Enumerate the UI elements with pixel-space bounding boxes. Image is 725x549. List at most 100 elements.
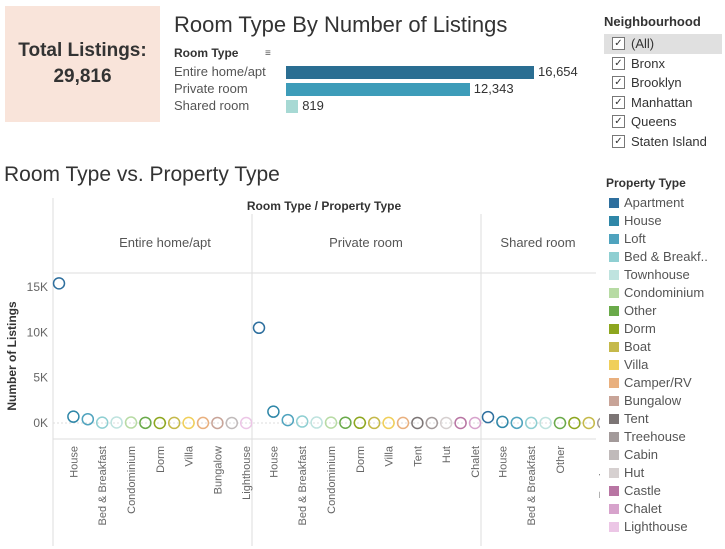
legend-swatch <box>609 468 619 478</box>
legend-label: Loft <box>624 231 646 246</box>
x-tick-label: House <box>268 446 280 478</box>
scatter-point[interactable] <box>496 415 509 429</box>
legend-swatch <box>609 360 619 370</box>
legend-title: Property Type <box>606 176 686 190</box>
legend-label: Apartment <box>624 195 684 210</box>
legend-swatch <box>609 252 619 262</box>
scatter-point[interactable] <box>182 416 195 430</box>
scatter-point[interactable] <box>211 416 224 430</box>
y-axis-label: Number of Listings <box>5 301 19 411</box>
legend-item[interactable]: Townhouse <box>606 266 724 284</box>
filter-item-bronx[interactable]: ✓ Bronx <box>604 54 722 74</box>
legend-label: Cabin <box>624 447 658 462</box>
scatter-point[interactable] <box>568 416 581 430</box>
legend-item[interactable]: Villa <box>606 356 724 374</box>
checkbox-checked-icon[interactable]: ✓ <box>612 115 625 128</box>
x-tick-label: Chalet <box>470 446 482 478</box>
checkbox-checked-icon[interactable]: ✓ <box>612 95 625 109</box>
legend-item[interactable]: Treehouse <box>606 428 724 446</box>
scatter-point[interactable] <box>411 416 424 430</box>
legend-item[interactable]: Condominium <box>606 284 724 302</box>
legend-item[interactable]: Bungalow <box>606 392 724 410</box>
legend-item[interactable]: Other <box>606 302 724 320</box>
scatter-point[interactable] <box>510 416 524 430</box>
neighbourhood-filter: Neighbourhood ✓ (All) ✓ Bronx ✓ Brooklyn… <box>604 14 722 151</box>
scatter-point[interactable] <box>382 416 395 430</box>
x-tick-label: Tent <box>412 446 424 467</box>
scatter-point[interactable] <box>468 416 482 430</box>
legend-item[interactable]: Boat <box>606 338 724 356</box>
scatter-point[interactable] <box>196 416 210 430</box>
legend-item[interactable]: House <box>606 212 724 230</box>
scatter-point[interactable] <box>52 277 66 290</box>
bar[interactable] <box>286 66 534 79</box>
scatter-point[interactable] <box>539 416 552 430</box>
x-tick-label: Dorm <box>155 446 167 473</box>
bar-value-label: 819 <box>302 98 324 113</box>
legend-item[interactable]: Apartment <box>606 194 724 212</box>
legend-item[interactable]: Castle <box>606 482 724 500</box>
scatter-point[interactable] <box>110 416 123 429</box>
scatter-point[interactable] <box>153 416 167 430</box>
scatter-point[interactable] <box>524 416 538 430</box>
filter-item-all[interactable]: ✓ (All) <box>604 34 722 54</box>
bar-row-shared-room[interactable]: Shared room 819 <box>174 98 604 114</box>
legend-label: Tent <box>624 411 649 426</box>
filter-item-brooklyn[interactable]: ✓ Brooklyn <box>604 73 722 93</box>
sort-icon[interactable]: ≡ <box>265 48 271 59</box>
scatter-point[interactable] <box>81 412 95 426</box>
legend-item[interactable]: Lighthouse <box>606 518 724 536</box>
scatter-point[interactable] <box>225 416 239 430</box>
scatter-point[interactable] <box>267 405 280 418</box>
legend-item[interactable]: Loft <box>606 230 724 248</box>
bar[interactable] <box>286 83 470 96</box>
checkbox-checked-icon[interactable]: ✓ <box>612 134 625 148</box>
scatter-point[interactable] <box>295 415 309 428</box>
scatter-point[interactable] <box>239 416 253 430</box>
scatter-point[interactable] <box>281 413 295 427</box>
scatter-point[interactable] <box>67 410 80 423</box>
legend-item[interactable]: Dorm <box>606 320 724 338</box>
bar-row-entire-home[interactable]: Entire home/apt 16,654 <box>174 64 604 80</box>
checkbox-checked-icon[interactable]: ✓ <box>612 37 625 50</box>
scatter-point[interactable] <box>439 416 453 430</box>
scatter-point[interactable] <box>124 416 138 429</box>
scatter-point[interactable] <box>553 416 567 430</box>
legend-item[interactable]: Chalet <box>606 500 724 518</box>
checkbox-checked-icon[interactable]: ✓ <box>612 56 625 70</box>
legend-item[interactable]: Hut <box>606 464 724 482</box>
total-listings-value: 29,816 <box>53 66 112 87</box>
scatter-point[interactable] <box>454 416 467 430</box>
room-type-header: Room Type <box>174 46 239 60</box>
legend-label: Chalet <box>624 501 662 516</box>
legend-item[interactable]: Tent <box>606 410 724 428</box>
scatter-point[interactable] <box>95 416 109 429</box>
bar[interactable] <box>286 100 299 113</box>
checkbox-checked-icon[interactable]: ✓ <box>612 76 625 89</box>
legend-item[interactable]: Bed & Breakf.. <box>606 248 724 266</box>
bar-row-private-room[interactable]: Private room 12,343 <box>174 81 604 97</box>
scatter-point[interactable] <box>396 416 410 430</box>
legend-item[interactable]: Cabin <box>606 446 724 464</box>
scatter-point[interactable] <box>596 417 600 429</box>
scatter-point[interactable] <box>353 416 367 430</box>
scatter-point[interactable] <box>425 416 439 430</box>
legend-swatch <box>609 504 619 514</box>
scatter-point[interactable] <box>582 416 596 430</box>
y-tick-label: 5K <box>33 371 48 385</box>
legend-label: Bungalow <box>624 393 682 408</box>
filter-item-staten-island[interactable]: ✓ Staten Island <box>604 132 722 152</box>
legend-item[interactable]: Camper/RV <box>606 374 724 392</box>
scatter-point[interactable] <box>324 416 338 429</box>
scatter-point[interactable] <box>167 416 181 430</box>
filter-item-queens[interactable]: ✓ Queens <box>604 112 722 132</box>
filter-item-manhattan[interactable]: ✓ Manhattan <box>604 93 722 113</box>
filter-item-label: Staten Island <box>631 133 707 149</box>
scatter-point[interactable] <box>139 416 152 430</box>
bar-label: Private room <box>174 81 248 96</box>
scatter-point[interactable] <box>310 416 323 429</box>
scatter-point[interactable] <box>481 410 495 424</box>
scatter-point[interactable] <box>367 416 381 430</box>
scatter-point[interactable] <box>252 321 266 335</box>
scatter-point[interactable] <box>339 416 352 429</box>
